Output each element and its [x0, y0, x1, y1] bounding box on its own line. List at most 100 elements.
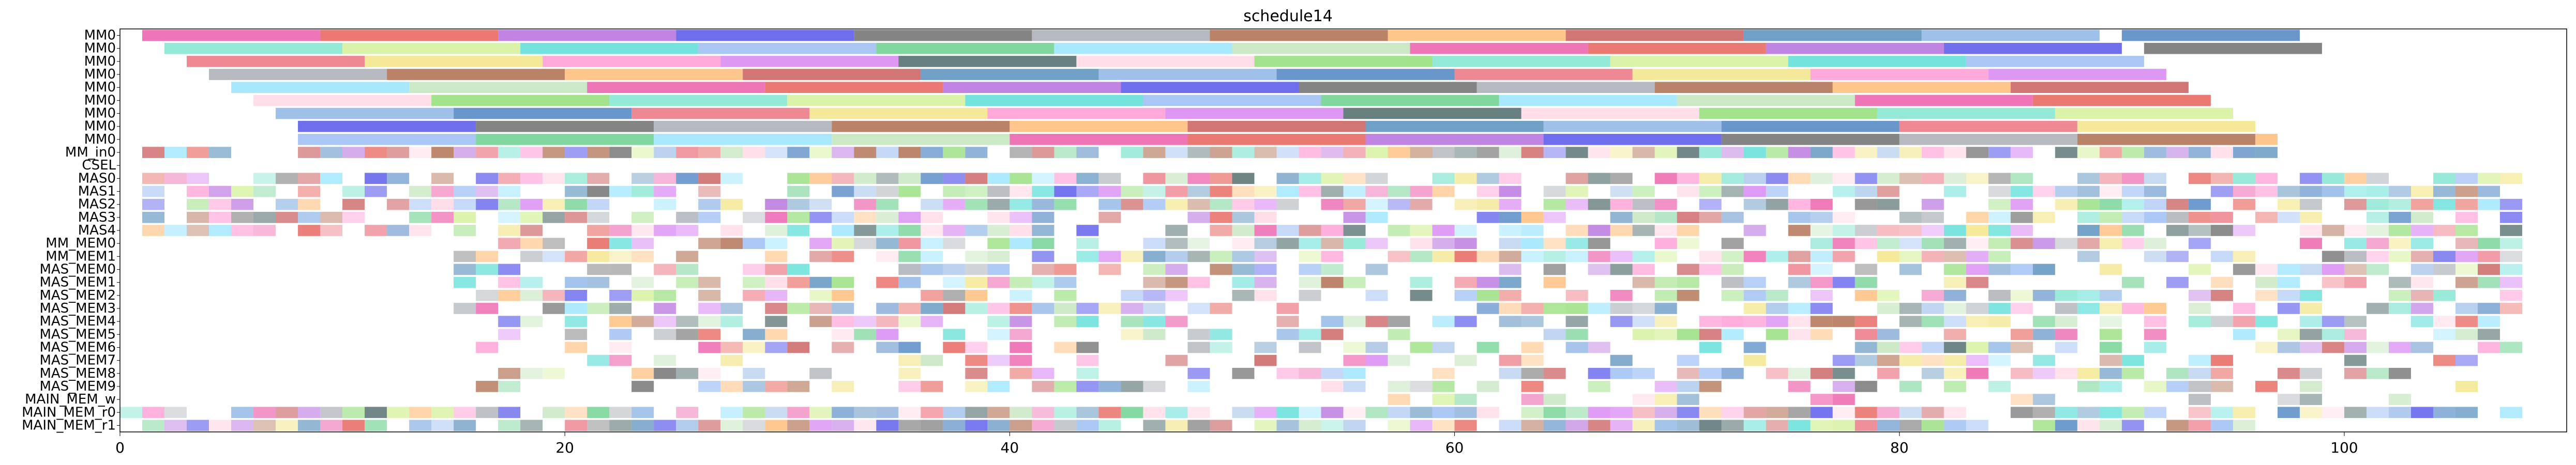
task-bar: [1521, 147, 1544, 158]
task-bar: [2144, 342, 2166, 353]
task-bar: [2099, 264, 2122, 275]
task-bar: [1565, 342, 1588, 353]
task-bar: [1032, 367, 1054, 379]
task-bar: [476, 173, 499, 184]
task-bar: [1343, 238, 1366, 249]
task-bar: [1254, 56, 1433, 67]
task-bar: [1610, 367, 1633, 379]
task-bar: [1499, 185, 1522, 197]
task-bar: [543, 251, 565, 262]
task-bar: [1365, 264, 1388, 275]
task-bar: [342, 420, 365, 431]
task-bar: [698, 212, 721, 223]
task-bar: [854, 238, 877, 249]
task-bar: [2255, 134, 2278, 145]
task-bar: [2010, 342, 2033, 353]
task-bar: [1143, 289, 1166, 301]
task-bar: [1299, 367, 1321, 379]
task-bar: [1743, 407, 1766, 419]
task-bar: [2099, 407, 2122, 419]
task-bar: [987, 264, 1010, 275]
task-bar: [2210, 407, 2233, 419]
task-bar: [2144, 173, 2166, 184]
task-bar: [1410, 289, 1433, 301]
task-bar: [2477, 251, 2500, 262]
task-bar: [854, 185, 877, 197]
task-bar: [1699, 420, 1722, 431]
task-bar: [1788, 251, 1811, 262]
task-bar: [1521, 316, 1544, 327]
task-bar: [1877, 173, 1900, 184]
task-bar: [1365, 238, 1388, 249]
task-bar: [2055, 329, 2077, 340]
task-bar: [387, 69, 565, 80]
task-bar: [743, 289, 765, 301]
task-bar: [743, 329, 765, 340]
task-bar: [2388, 367, 2411, 379]
task-bar: [2344, 316, 2367, 327]
task-bar: [965, 276, 988, 288]
task-bar: [787, 264, 810, 275]
task-bar: [1432, 316, 1455, 327]
task-bar: [1299, 147, 1321, 158]
task-bar: [543, 367, 565, 379]
task-bar: [809, 107, 988, 119]
task-bar: [1832, 147, 1855, 158]
task-bar: [1521, 238, 1544, 249]
task-bar: [1944, 342, 1966, 353]
task-bar: [743, 420, 765, 431]
task-bar: [965, 95, 1143, 106]
task-bar: [1721, 185, 1744, 197]
task-bar: [1010, 120, 1188, 132]
task-bar: [431, 212, 454, 223]
task-bar: [2366, 185, 2389, 197]
task-bar: [1699, 107, 1877, 119]
task-bar: [2210, 354, 2233, 366]
task-bar: [943, 329, 966, 340]
task-bar: [654, 316, 676, 327]
task-bar: [832, 276, 854, 288]
task-bar: [1654, 407, 1677, 419]
task-bar: [1810, 289, 1833, 301]
task-bar: [1944, 367, 1966, 379]
task-bar: [2299, 289, 2322, 301]
task-bar: [898, 316, 921, 327]
task-bar: [1944, 276, 1966, 288]
y-tick-label: MAIN_MEM_r1: [22, 417, 116, 433]
task-bar: [1454, 147, 1477, 158]
task-bar: [2210, 225, 2233, 236]
task-bar: [654, 198, 676, 210]
task-bar: [2010, 264, 2033, 275]
task-bar: [2366, 367, 2389, 379]
task-bar: [1343, 420, 1366, 431]
task-bar: [1032, 238, 1054, 249]
task-bar: [1276, 367, 1299, 379]
task-bar: [454, 198, 476, 210]
task-bar: [1832, 381, 1855, 392]
task-bar: [1165, 238, 1188, 249]
task-bar: [1966, 303, 1989, 314]
task-bar: [2433, 329, 2456, 340]
task-bar: [1565, 316, 1588, 327]
task-bar: [1299, 264, 1321, 275]
task-bar: [987, 107, 1166, 119]
task-bar: [1766, 198, 1788, 210]
task-bar: [1944, 303, 1966, 314]
task-bar: [2499, 303, 2522, 314]
task-bar: [1299, 82, 1477, 94]
task-bar: [809, 173, 832, 184]
task-bar: [1721, 264, 1744, 275]
task-bar: [1588, 147, 1610, 158]
task-bar: [2121, 303, 2144, 314]
task-bar: [1921, 29, 2100, 41]
task-bar: [454, 407, 476, 419]
task-bar: [365, 407, 387, 419]
task-bar: [2433, 316, 2456, 327]
task-bar: [1743, 29, 1922, 41]
task-bar: [387, 173, 410, 184]
task-bar: [676, 264, 699, 275]
task-bar: [1321, 407, 1344, 419]
task-bar: [1855, 289, 1877, 301]
task-bar: [543, 303, 565, 314]
task-bar: [1388, 394, 1410, 405]
